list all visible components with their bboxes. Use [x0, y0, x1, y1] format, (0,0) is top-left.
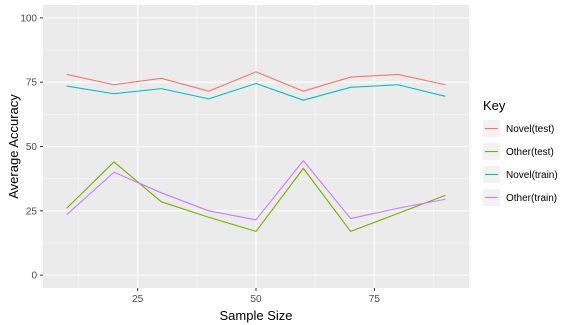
- y-tick-label: 25: [26, 206, 38, 217]
- x-axis: 25 50 75: [132, 288, 380, 305]
- series-line-novel-train: [66, 82, 446, 101]
- legend-label-other-train: Other(train): [506, 193, 557, 204]
- y-tick-label: 75: [26, 78, 38, 89]
- major-gridlines: [43, 5, 469, 288]
- y-axis: 0 25 50 75 100: [20, 13, 43, 282]
- legend-label-novel-train: Novel(train): [506, 170, 558, 181]
- y-tick-label: 100: [20, 13, 37, 24]
- y-tick-label: 50: [26, 142, 38, 153]
- x-axis-title: Sample Size: [220, 308, 293, 323]
- series-lines: [66, 71, 446, 232]
- series-line-other-test: [66, 161, 446, 232]
- legend-title: Key: [483, 98, 506, 113]
- legend-label-other-test: Other(test): [506, 147, 554, 158]
- series-line-novel-test: [66, 71, 446, 92]
- x-tick-label: 50: [250, 294, 262, 305]
- legend: Key Novel(test) Other(test) Novel(train) Ot…: [483, 98, 558, 206]
- legend-label-novel-test: Novel(test): [506, 124, 554, 135]
- x-tick-label: 25: [132, 294, 144, 305]
- series-line-other-train: [66, 160, 446, 221]
- x-tick-label: 75: [369, 294, 381, 305]
- y-tick-label: 0: [31, 271, 37, 282]
- y-axis-title: Average Accuracy: [6, 94, 21, 199]
